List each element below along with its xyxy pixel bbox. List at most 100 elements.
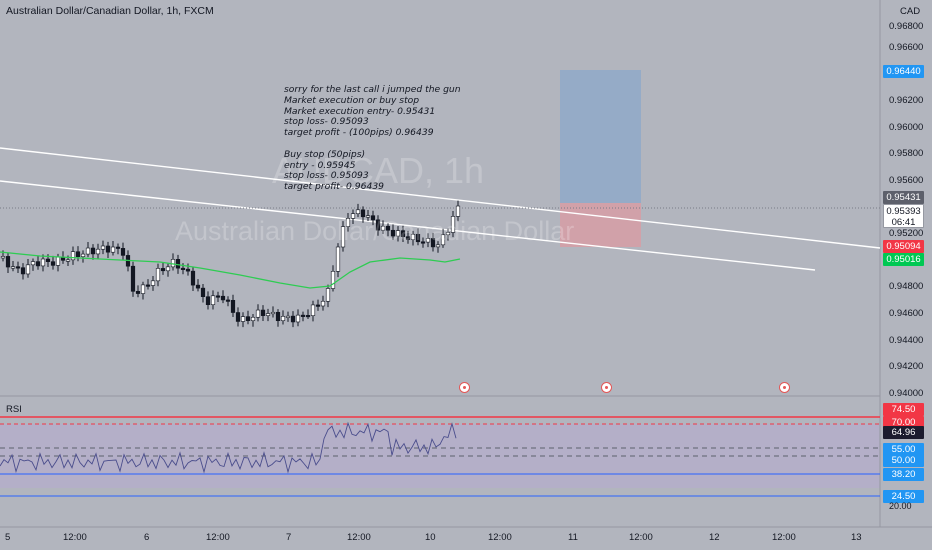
moving-average-line (0, 251, 461, 289)
candle-body (385, 225, 391, 231)
candle-body (15, 266, 21, 269)
rsi-badge-50: 50.00 (883, 454, 924, 467)
candle-body (285, 315, 291, 318)
candle-body (165, 266, 171, 272)
target-price-badge: 0.96440 (883, 65, 924, 78)
candle-body (250, 316, 256, 322)
candle-body (280, 316, 286, 322)
candle-body (345, 218, 351, 227)
rsi-tick: 20.00 (889, 501, 912, 511)
price-tick: 0.94000 (889, 388, 924, 399)
candle-body (95, 248, 101, 255)
candle-body (225, 299, 231, 302)
price-tick: 0.96600 (889, 42, 924, 53)
time-tick: 7 (286, 532, 292, 543)
rsi-label[interactable]: RSI (6, 404, 22, 415)
candle-body (375, 219, 381, 231)
candle-body (370, 215, 376, 221)
candle-body (435, 244, 441, 248)
candle-body (10, 266, 16, 269)
price-tick: 0.94400 (889, 335, 924, 346)
candle-body (410, 233, 416, 240)
canada-flag-icon[interactable] (459, 382, 470, 393)
candle-body (45, 258, 51, 262)
candle-body (50, 261, 56, 266)
rsi-line (0, 421, 457, 474)
currency-label: CAD (900, 6, 921, 17)
candle-body (420, 241, 426, 244)
candle-body (35, 261, 41, 267)
candle-body (220, 295, 226, 301)
candle-body (240, 316, 246, 322)
candle-body (310, 304, 316, 316)
candle-body (330, 271, 336, 289)
candle-body (300, 314, 306, 317)
rsi-badge-74: 74.50 (883, 403, 924, 416)
target-zone (560, 70, 641, 203)
candle-body (320, 300, 326, 307)
candle-body (455, 205, 461, 217)
price-tick: 0.95800 (889, 148, 924, 159)
candle-body (170, 259, 176, 268)
trend-line-upper (0, 147, 881, 249)
candle-body (55, 256, 61, 266)
time-tick: 12:00 (629, 532, 653, 543)
candle-body (195, 284, 201, 289)
price-tick: 0.95600 (889, 175, 924, 186)
candle-body (190, 270, 196, 286)
candle-body (135, 291, 141, 294)
chart-title: Australian Dollar/Canadian Dollar, 1h, F… (6, 5, 214, 17)
price-tick: 0.96200 (889, 95, 924, 106)
candle-body (265, 313, 271, 316)
canada-flag-icon[interactable] (601, 382, 612, 393)
candle-body (230, 299, 236, 313)
time-tick: 11 (568, 532, 578, 543)
canada-flag-icon[interactable] (779, 382, 790, 393)
watermark-name: Australian Dollar/Canadian Dollar (175, 216, 575, 246)
candle-body (260, 309, 266, 316)
price-tick: 0.94600 (889, 308, 924, 319)
candle-body (395, 230, 401, 237)
candle-body (70, 251, 76, 261)
price-tick: 0.96800 (889, 21, 924, 32)
time-tick: 10 (425, 532, 436, 543)
stop-price-badge: 0.95094 (883, 240, 924, 253)
candle-body (40, 258, 46, 267)
time-tick: 12:00 (63, 532, 87, 543)
current-price-badge: 0.95393 06:41 (883, 204, 924, 228)
candle-body (340, 226, 346, 248)
candle-body (150, 280, 156, 286)
candle-body (65, 259, 71, 262)
time-tick: 12:00 (488, 532, 512, 543)
candle-body (130, 265, 136, 292)
entry-price-badge: 0.95431 (883, 191, 924, 204)
time-tick: 6 (144, 532, 150, 543)
candle-body (405, 236, 411, 240)
candle-body (270, 311, 276, 315)
candle-body (20, 267, 26, 275)
candle-body (295, 314, 301, 323)
price-tick: 0.94800 (889, 281, 924, 292)
time-tick: 13 (851, 532, 862, 543)
candle-body (185, 268, 191, 272)
candle-body (110, 246, 116, 253)
candle-body (430, 238, 436, 248)
rsi-badge-38: 38.20 (883, 468, 924, 481)
candle-body (90, 247, 96, 255)
candle-body (245, 316, 251, 322)
stop-zone (560, 203, 641, 247)
candle-body (380, 225, 386, 231)
trend-line-lower (0, 180, 816, 271)
watermark-symbol: AUDCAD, 1h (272, 150, 485, 191)
candle-body (305, 315, 311, 318)
candle-body (325, 288, 331, 302)
current-price-value: 0.95393 (886, 206, 921, 217)
candle-body (440, 234, 446, 246)
candle-body (205, 296, 211, 306)
candle-body (335, 246, 341, 272)
candle-body (275, 311, 281, 322)
candle-body (155, 268, 161, 282)
candle-body (30, 261, 36, 266)
candle-body (445, 232, 451, 236)
